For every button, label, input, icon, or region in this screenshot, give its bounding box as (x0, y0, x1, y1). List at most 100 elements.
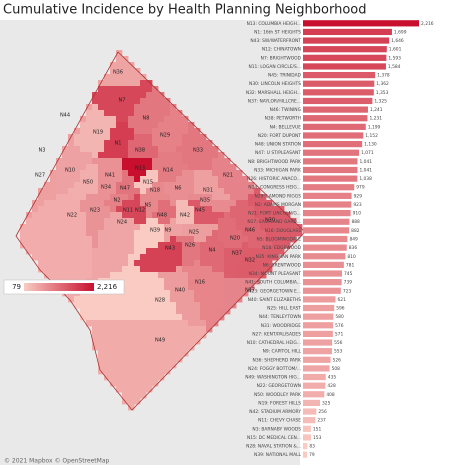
map-label: N50 (83, 180, 93, 186)
map-region (44, 260, 51, 267)
map-region (170, 344, 177, 351)
map-region (224, 170, 231, 177)
map-region (122, 98, 129, 105)
map-region (122, 218, 129, 225)
map-region (158, 314, 165, 321)
map-region (200, 188, 207, 195)
map-region (194, 320, 201, 327)
map-region (140, 140, 147, 147)
map-region (104, 98, 111, 105)
map-label: N7 (119, 98, 126, 104)
map-region (248, 248, 255, 255)
map-region (74, 206, 81, 213)
value-label: 836 (349, 245, 358, 251)
bar (303, 313, 334, 320)
map-region (254, 218, 261, 225)
map-region (188, 266, 195, 273)
map-region (62, 206, 69, 213)
map-region (164, 212, 171, 219)
map-region (110, 152, 117, 159)
map-region (158, 212, 165, 219)
map-region (146, 308, 153, 315)
map-region (242, 236, 249, 243)
map-region (50, 260, 57, 267)
map-region (224, 200, 231, 207)
bar (303, 140, 363, 148)
map-region (74, 212, 81, 219)
map-region (104, 368, 111, 375)
map-region (170, 248, 177, 255)
map-region (200, 170, 207, 177)
map-region (218, 158, 225, 165)
map-region (170, 116, 177, 123)
map-region (128, 254, 135, 261)
bar (303, 373, 326, 381)
map-region (56, 182, 63, 189)
map-region (62, 212, 69, 219)
map-region (152, 356, 159, 363)
bar (303, 391, 325, 398)
map-region (92, 176, 99, 183)
map-region (254, 230, 261, 237)
map-region (212, 248, 219, 255)
map-region (74, 152, 81, 159)
map-region (278, 218, 285, 225)
map-region (146, 218, 153, 225)
map-region (242, 176, 249, 183)
map-region (104, 350, 111, 357)
map-region (128, 86, 135, 93)
map-region (140, 86, 147, 93)
map-region (182, 218, 189, 225)
map-region (50, 242, 57, 249)
map-region (206, 260, 213, 267)
map-region (182, 338, 189, 345)
map-region (62, 152, 69, 159)
map-region (56, 194, 63, 201)
value-label: 1,231 (369, 116, 382, 122)
map-region (152, 230, 159, 237)
map-region (206, 164, 213, 171)
map-region (98, 248, 105, 255)
map-region (122, 158, 129, 165)
value-label: 1,646 (391, 38, 404, 44)
map-region (152, 224, 159, 231)
map-region (116, 356, 123, 363)
category-label: N26: HISTORIC ANACO... (247, 176, 301, 182)
map-region (80, 266, 87, 273)
map-region (62, 242, 69, 249)
map-region (212, 152, 219, 159)
map-region (224, 218, 231, 225)
map-region (260, 242, 267, 249)
map-region (200, 266, 207, 273)
map-region (242, 254, 249, 261)
map-region (158, 356, 165, 363)
map-region (116, 62, 123, 69)
map-region (188, 188, 195, 195)
map-region (140, 326, 147, 333)
map-region (140, 188, 147, 195)
map-region (110, 176, 117, 183)
map-region (128, 74, 135, 81)
map-region (200, 164, 207, 171)
map-region (32, 206, 39, 213)
map-region (164, 104, 171, 111)
map-region (176, 338, 183, 345)
map-region (104, 254, 111, 261)
map-region (158, 224, 165, 231)
color-legend: 79 2,216 (3, 279, 125, 295)
category-label: N1: 16th ST HEIGHTS (254, 29, 301, 35)
map-region (170, 176, 177, 183)
map-region (212, 266, 219, 273)
map-region (224, 230, 231, 237)
map-region (134, 320, 141, 327)
map-region (206, 266, 213, 273)
map-region (146, 206, 153, 213)
map-region (170, 188, 177, 195)
map-region (182, 122, 189, 129)
map-region (38, 218, 45, 225)
map-label: N37 (232, 251, 242, 257)
value-label: 1,152 (365, 133, 378, 139)
map-region (98, 110, 105, 117)
map-region (164, 122, 171, 129)
map-region (236, 218, 243, 225)
